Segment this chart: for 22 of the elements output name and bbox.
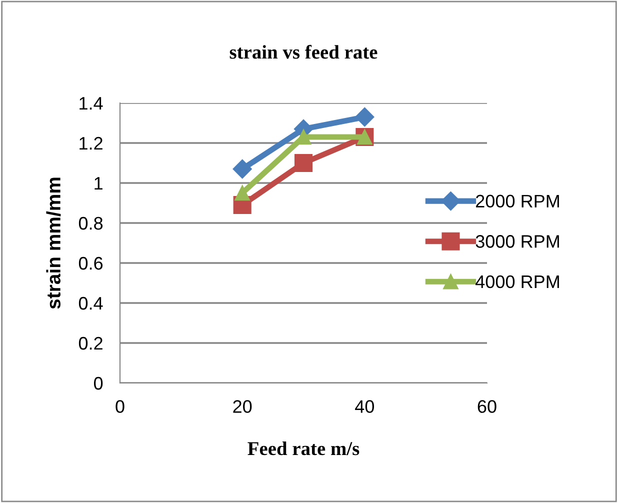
y-tick-label: 1.4 (80, 97, 103, 110)
y-tick-label: 0.8 (78, 216, 103, 230)
x-tick-label: 0 (116, 400, 124, 413)
legend-label: 2000 RPM (476, 194, 559, 208)
y-tick-label: 0.4 (78, 296, 103, 310)
point (232, 159, 252, 179)
y-tick-label: 0.6 (78, 256, 103, 270)
y-tick-label: 1.2 (80, 136, 102, 150)
y-tick-label: 1 (94, 177, 102, 190)
y-tick-label: 0 (94, 376, 103, 390)
chart-title: strain vs feed rate (230, 44, 378, 59)
legend-label: 4000 RPM (476, 275, 559, 288)
y-axis-title: strain mm/mm (46, 178, 61, 309)
point (294, 154, 313, 172)
point (234, 185, 250, 201)
x-tick-label: 60 (478, 400, 496, 413)
x-axis-title: Feed rate m/s (248, 442, 360, 456)
x-tick-label: 40 (355, 400, 374, 413)
y-tick-label: 0.2 (78, 336, 102, 350)
point (355, 107, 374, 127)
legend-label: 3000 RPM (476, 235, 559, 248)
x-tick-label: 20 (233, 400, 252, 413)
